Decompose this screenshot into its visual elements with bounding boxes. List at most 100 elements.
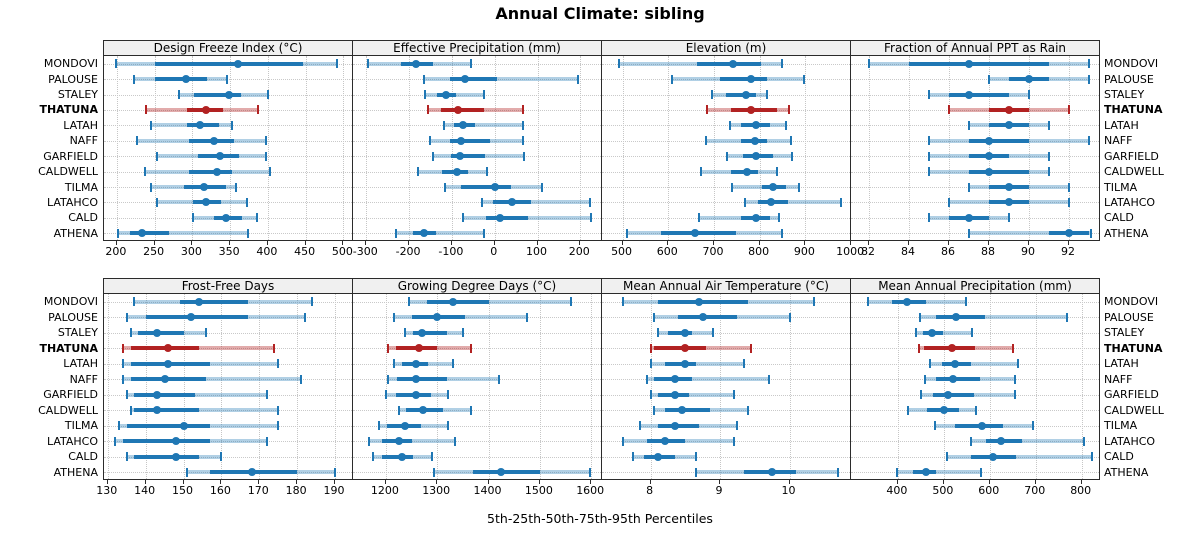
whisker-cap-5th <box>929 359 932 369</box>
gridline-horizontal <box>851 332 1099 334</box>
whisker-cap-5th <box>186 467 189 477</box>
whisker-cap-95th <box>470 59 473 69</box>
percentile-band-5-95 <box>481 200 590 205</box>
axis-tick <box>408 241 410 245</box>
percentile-band-5-95 <box>947 454 1093 459</box>
whisker-cap-5th <box>155 197 158 207</box>
site-label-left-naff: NAFF <box>69 134 98 148</box>
axis-tick-label: -300 <box>352 245 378 258</box>
gridline-vertical <box>1069 56 1070 240</box>
whisker-cap-5th <box>118 421 121 431</box>
whisker-cap-95th <box>247 228 250 238</box>
median-dot <box>213 167 222 176</box>
gridline-horizontal <box>353 332 601 334</box>
whisker-cap-95th <box>482 228 485 238</box>
axis-tick-label: 250 <box>143 245 165 258</box>
gridline-vertical <box>192 56 194 240</box>
percentile-band-25-75 <box>664 361 696 366</box>
whisker-cap-95th <box>521 105 524 115</box>
whisker-cap-95th <box>522 151 525 161</box>
whisker-cap-95th <box>226 74 229 84</box>
axis-tick <box>868 241 869 245</box>
percentile-band-5-95 <box>971 439 1084 444</box>
whisker-cap-5th <box>728 120 731 130</box>
whisker-cap-95th <box>255 213 258 223</box>
site-label-left-latah: LATAH <box>63 118 98 132</box>
site-label-left-garfield: GARFIELD <box>43 149 98 163</box>
axis-tick <box>115 241 117 245</box>
panel-header: Fraction of Annual PPT as Rain <box>850 40 1100 56</box>
whisker-cap-95th <box>451 359 454 369</box>
whisker-cap-5th <box>423 90 426 100</box>
whisker-cap-5th <box>125 390 128 400</box>
median-dot <box>411 375 420 384</box>
median-dot <box>670 390 679 399</box>
percentile-band-5-95 <box>126 392 267 397</box>
site-label-left-latahco: LATAHCO <box>46 195 98 209</box>
axis-tick <box>365 241 367 245</box>
site-label-right-latahco: LATAHCO <box>1104 195 1156 209</box>
gridline-horizontal <box>602 217 850 219</box>
whisker-cap-5th <box>726 151 729 161</box>
median-dot <box>1005 183 1013 192</box>
gridline-horizontal <box>602 425 850 427</box>
whisker-cap-5th <box>968 228 970 238</box>
whisker-cap-5th <box>395 228 398 238</box>
median-dot <box>497 468 506 477</box>
median-dot <box>164 344 173 353</box>
percentile-band-25-75 <box>179 299 248 304</box>
median-dot <box>411 390 420 399</box>
percentile-band-5-95 <box>919 315 1067 320</box>
axis-tick-label: -200 <box>395 245 421 258</box>
gridline-vertical <box>949 56 950 240</box>
whisker-cap-95th <box>470 405 473 415</box>
site-label-left-tilma: TILMA <box>64 180 98 194</box>
median-dot <box>769 183 778 192</box>
whisker-cap-95th <box>1068 197 1070 207</box>
percentile-band-25-75 <box>949 92 1009 97</box>
axis-tick-label: 200 <box>105 245 127 258</box>
median-dot <box>752 121 761 130</box>
gridline-horizontal <box>602 472 850 474</box>
percentile-band-25-75 <box>382 454 413 459</box>
median-dot <box>767 198 776 207</box>
whisker-cap-95th <box>540 182 543 192</box>
axis-tick <box>719 480 721 484</box>
median-dot <box>452 167 461 176</box>
median-dot <box>433 313 442 322</box>
whisker-cap-95th <box>447 390 450 400</box>
whisker-cap-5th <box>423 74 426 84</box>
percentile-band-5-95 <box>650 361 745 366</box>
whisker-cap-5th <box>928 136 930 146</box>
whisker-cap-95th <box>521 120 524 130</box>
site-label-right-garfield: GARFIELD <box>1104 149 1159 163</box>
gridline-horizontal <box>851 187 1099 189</box>
median-dot <box>160 375 169 384</box>
axis-tick <box>579 241 581 245</box>
whisker-cap-5th <box>114 436 117 446</box>
axis-tick <box>621 241 623 245</box>
gridline-vertical <box>259 294 261 479</box>
median-dot <box>195 121 204 130</box>
median-dot <box>137 229 146 238</box>
median-dot <box>698 313 707 322</box>
gridline-vertical <box>107 294 109 479</box>
gridline-vertical <box>343 56 345 240</box>
median-dot <box>458 121 467 130</box>
site-label-right-latah: LATAH <box>1104 118 1139 132</box>
median-dot <box>741 90 750 99</box>
whisker-cap-5th <box>710 90 713 100</box>
median-dot <box>653 452 662 461</box>
site-label-left-athena: ATHENA <box>53 226 98 240</box>
percentile-band-25-75 <box>936 315 986 320</box>
whisker-cap-5th <box>946 452 949 462</box>
x-axis: 200 250 300 350 400 450 500 <box>103 241 353 261</box>
median-dot <box>233 59 242 68</box>
gridline-vertical <box>580 56 582 240</box>
panel-header: Design Freeze Index (°C) <box>103 40 353 56</box>
gridline-horizontal <box>104 456 352 458</box>
gridline-horizontal <box>104 109 352 111</box>
median-dot <box>1065 229 1073 238</box>
x-axis: 400 500 600 700 800 <box>850 480 1100 500</box>
median-dot <box>1005 105 1013 114</box>
